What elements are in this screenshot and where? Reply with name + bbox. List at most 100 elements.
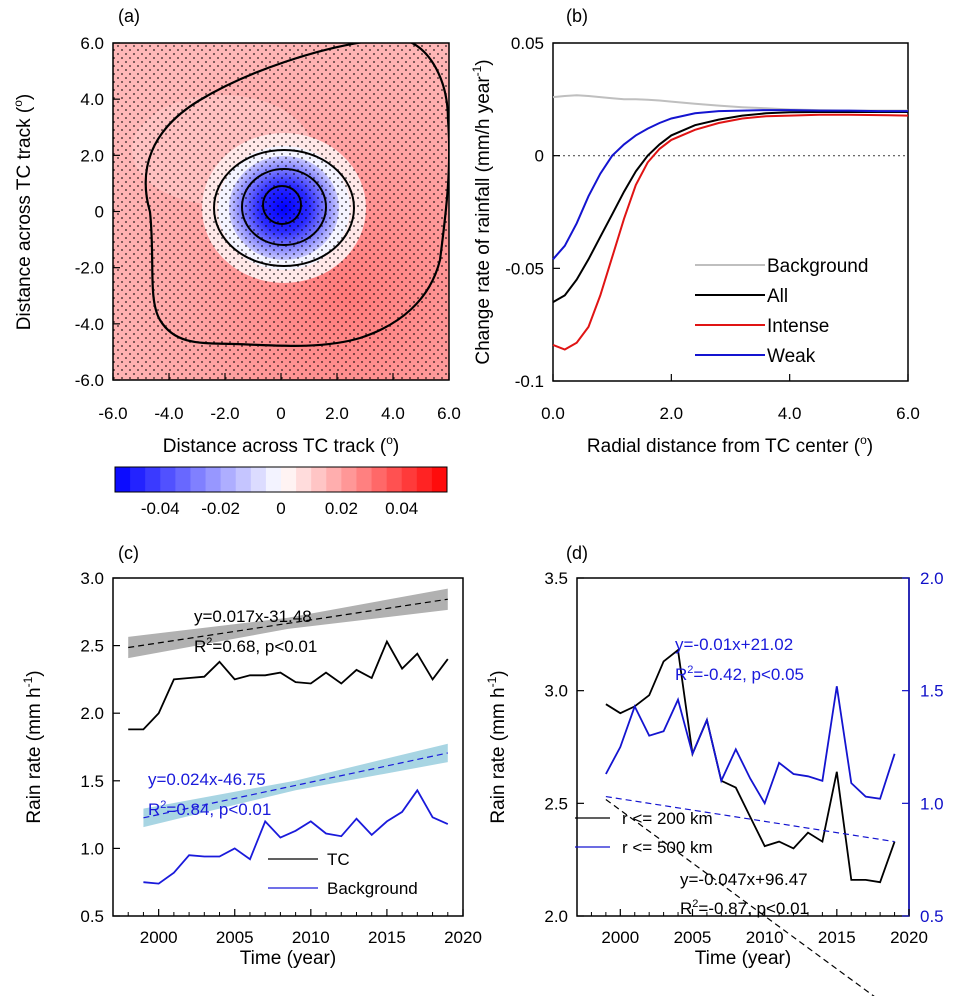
panel-c-ytick-label: 3.0 [80,569,104,588]
panel-a-ytick-label: -2.0 [75,259,104,278]
panel-b-series-line [552,111,908,303]
panel-a-contour-1 [213,149,355,267]
panel-c-r2-tc: R2=0.68, p<0.01 [194,636,317,656]
panel-a-label: (a) [118,6,140,26]
colorbar-cell [401,467,418,492]
panel-c-xtick-label: 2010 [292,928,330,947]
panel-d-xtick-label: 2005 [674,928,712,947]
panel-a-xtick-label: -2.0 [210,404,239,423]
panel-d-ytick-label: 2.0 [544,907,568,926]
panel-d-trend-line [605,795,895,843]
panel-a-xtick-label: 6.0 [437,404,461,423]
panel-a-ytick-label: 2.0 [80,146,104,165]
colorbar-cell [265,467,282,492]
panel-c-ytick-label: 2.5 [80,637,104,656]
colorbar-cell [130,467,146,492]
colorbar-cell [371,467,388,492]
panel-b-series-line [552,94,908,112]
panel-d: (d) 2000 2005 2010 2015 2020 2.0 2.5 3.0 3.5 0.5 1… [485,543,944,996]
panel-a: (a) -6.0 -6.0 -4.0 -4.0 -2.0 -2.0 0 0 2.0 2.0 4.0 4… [11,6,461,518]
panel-a-xtick-label: 2.0 [325,404,349,423]
panel-c-xtick-label: 2015 [368,928,406,947]
panel-d-y2tick-label: 1.5 [920,682,944,701]
panel-d-ytick-label: 2.5 [544,794,568,813]
colorbar-cell [175,467,191,492]
panel-c-xtick-label: 2000 [140,928,178,947]
panel-c-ylabel: Rain rate (mm h-1) [21,670,45,823]
colorbar-cell [431,467,448,492]
panel-d-xtick-label: 2000 [601,928,639,947]
panel-b-legend-label: Weak [767,346,816,367]
panel-d-series-line [605,686,896,806]
panel-b-ytick-label: 0 [535,147,544,166]
colorbar-frame [114,466,448,493]
panel-a-xlabel: Distance across TC track (o) [163,433,400,457]
colorbar-tick-label: 0 [276,499,285,518]
panel-c-frame [112,577,464,917]
panel-b-xtick-label: 6.0 [896,404,920,423]
panel-d-legend-label: r <= 200 km [622,809,713,828]
panel-c-legend-label: Background [327,879,418,898]
colorbar-cell [205,467,222,492]
panel-c-ytick-label: 1.5 [80,772,104,791]
panel-a-outer-contour [144,43,449,347]
panel-c-ytick-label: 2.0 [80,704,104,723]
colorbar-cell [115,467,131,492]
panel-a-xtick-label: -4.0 [154,404,183,423]
panel-d-eq-500: y=-0.01x+21.02 [675,635,793,654]
panel-d-r2-200: R2=-0.87, p<0.01 [680,898,809,918]
panel-c-plot: 2000 2005 2010 2015 2020 0.5 1.0 1.5 2.0 2.5 3.0 TC… [80,569,482,947]
panel-c-label: (c) [118,543,139,563]
panel-c-ytick-label: 1.0 [80,839,104,858]
colorbar-cell [281,467,297,492]
panel-a-stippling [113,43,449,380]
panel-a-contour-3 [262,185,302,225]
panel-d-label: (d) [566,543,588,563]
colorbar-tick-label: -0.04 [141,499,180,518]
colorbar-cell [250,467,267,492]
panel-d-plot: 2000 2005 2010 2015 2020 2.0 2.5 3.0 3.5 0.5 1.0 1.… [544,569,944,996]
panel-d-ylabel: Rain rate (mm h-1) [485,670,509,823]
panel-d-legend-label: r <= 500 km [622,838,713,857]
panel-a-ticks: -6.0 -6.0 -4.0 -4.0 -2.0 -2.0 0 0 2.0 2.0 4.0 4.0 6.… [75,34,461,423]
panel-c-eq-tc: y=0.017x-31.48 [194,607,312,626]
panel-c-trend-line [143,752,448,819]
panel-b-frame [552,42,909,382]
colorbar-cell [296,467,312,492]
panel-d-r2-500: R2=-0.42, p<0.05 [675,664,804,684]
panel-a-colorbar: -0.04 -0.02 0 0.02 0.04 [114,466,448,518]
colorbar-cell [386,467,403,492]
panel-d-xlabel: Time (year) [695,948,791,969]
panel-d-xtick-label: 2015 [818,928,856,947]
panel-a-ytick-label: -4.0 [75,315,104,334]
colorbar-cell [416,467,433,492]
colorbar-cell [190,467,207,492]
colorbar-cell [341,467,357,492]
panel-d-ytick-label: 3.5 [544,569,568,588]
panel-c: (c) 2000 2005 2010 2015 2020 0.5 1.0 1.5 2.0 2.5 3… [21,543,482,969]
panel-b-xtick-label: 4.0 [778,404,802,423]
panel-a-map [113,43,449,380]
panel-b-ylabel: Change rate of rainfall (mm/h year-1) [470,59,494,364]
colorbar-tick-label: 0.04 [385,499,418,518]
panel-a-contour-2 [241,168,327,246]
panel-b-xtick-label: 2.0 [660,404,684,423]
panel-d-y2tick-label: 0.5 [920,907,944,926]
colorbar-tick-label: -0.02 [201,499,240,518]
panel-c-series-line [143,788,449,885]
colorbar-cell [356,467,373,492]
panel-c-eq-bg: y=0.024x-46.75 [148,770,266,789]
panel-d-xtick-label: 2020 [890,928,928,947]
panel-b-series-line [552,109,908,260]
panel-a-ytick-label: 4.0 [80,90,104,109]
panel-d-ytick-label: 3.0 [544,682,568,701]
panel-d-frame [576,577,910,917]
panel-b-legend-label: Background [767,256,868,277]
panel-a-xtick-label: 0 [276,404,285,423]
colorbar-cell [326,467,342,492]
colorbar-cell [160,467,176,492]
colorbar-cell [145,467,161,492]
panel-b-xlabel: Radial distance from TC center (o) [587,433,873,457]
panel-c-xlabel: Time (year) [240,948,336,969]
panel-a-ytick-label: -6.0 [75,371,104,390]
